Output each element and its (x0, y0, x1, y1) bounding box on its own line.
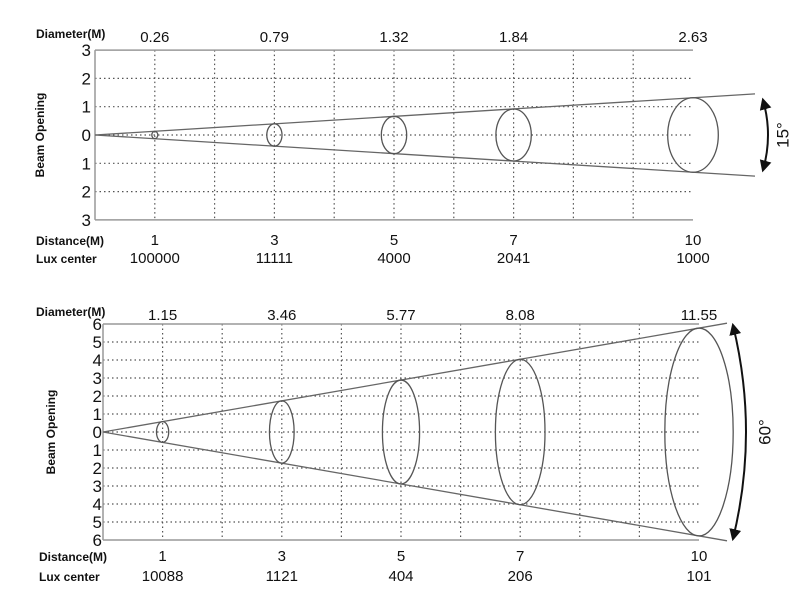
diameter-value: 2.63 (678, 29, 707, 46)
lux-value: 1000 (676, 250, 709, 267)
diameter-value: 8.08 (506, 307, 535, 324)
beam-spot-ellipse (381, 379, 421, 485)
lux-value: 2041 (497, 250, 530, 267)
beam-angle-label: 60° (755, 419, 774, 445)
y-tick-label: 3 (82, 211, 91, 230)
beam-angle-arrow (759, 97, 772, 173)
beam-spot-ellipse (155, 420, 170, 443)
diameter-value: 5.77 (386, 307, 415, 324)
diameter-value: 3.46 (267, 307, 296, 324)
y-tick-label: 3 (93, 477, 102, 496)
diameter-value: 1.15 (148, 307, 177, 324)
beam-angle-arrow (729, 322, 747, 542)
diameter-value: 0.79 (260, 29, 289, 46)
lux-value: 1121 (266, 568, 298, 585)
beam-edge-lower (102, 431, 728, 542)
y-tick-label: 0 (82, 126, 91, 145)
beam-angle-label: 15° (773, 122, 792, 148)
y-tick-label: 2 (93, 387, 102, 406)
beam-edge-upper (94, 93, 756, 136)
lux-value: 404 (388, 568, 413, 585)
y-tick-label: 6 (93, 531, 102, 550)
distance-value: 10 (691, 548, 708, 565)
distance-value: 7 (516, 548, 524, 565)
diameter-row-label: Diameter(M) (36, 27, 105, 41)
y-tick-label: 2 (82, 183, 91, 202)
beam-spot-ellipse (266, 123, 283, 147)
y-tick-label: 0 (93, 423, 102, 442)
diameter-value: 11.55 (681, 307, 717, 324)
beam-spot-ellipse (494, 358, 546, 506)
y-tick-label: 4 (93, 351, 102, 370)
lux-value: 101 (686, 568, 711, 585)
y-tick-label: 5 (93, 333, 102, 352)
diameter-row-label: Diameter(M) (36, 305, 105, 319)
beam-spot-ellipse (268, 400, 295, 464)
distance-value: 10 (685, 232, 702, 249)
distance-value: 3 (278, 548, 286, 565)
y-tick-label: 2 (93, 459, 102, 478)
distance-row-label: Distance(M) (39, 550, 107, 564)
distance-value: 5 (390, 232, 398, 249)
y-tick-label: 1 (82, 98, 91, 117)
y-tick-label: 1 (93, 441, 102, 460)
y-tick-label: 1 (93, 405, 102, 424)
lux-value: 11111 (256, 250, 293, 267)
distance-value: 1 (158, 548, 166, 565)
diameter-value: 1.32 (379, 29, 408, 46)
lux-value: 4000 (377, 250, 410, 267)
distance-row-label: Distance(M) (36, 234, 104, 248)
y-tick-label: 5 (93, 513, 102, 532)
lux-value: 206 (508, 568, 533, 585)
y-tick-label: 6 (93, 315, 102, 334)
diameter-value: 0.26 (140, 29, 169, 46)
lux-value: 100000 (130, 250, 180, 267)
distance-value: 5 (397, 548, 405, 565)
y-axis-label: Beam Opening (44, 390, 58, 475)
distance-value: 3 (270, 232, 278, 249)
beam-edge-lower (94, 134, 756, 177)
lux-row-label: Lux center (39, 570, 100, 584)
beam-spot-ellipse (495, 108, 532, 162)
beam-edge-upper (102, 322, 728, 433)
y-tick-label: 4 (93, 495, 102, 514)
beam-spot-ellipse (151, 130, 159, 140)
y-axis-label: Beam Opening (33, 93, 47, 178)
distance-value: 7 (509, 232, 517, 249)
distance-value: 1 (151, 232, 159, 249)
diameter-value: 1.84 (499, 29, 528, 46)
y-tick-label: 3 (82, 41, 91, 60)
lux-value: 10088 (142, 568, 184, 585)
lux-row-label: Lux center (36, 252, 97, 266)
y-tick-label: 2 (82, 69, 91, 88)
beam-spot-ellipse (667, 97, 719, 173)
y-tick-label: 1 (82, 154, 91, 173)
beam-spot-ellipse (380, 115, 408, 155)
y-tick-label: 3 (93, 369, 102, 388)
